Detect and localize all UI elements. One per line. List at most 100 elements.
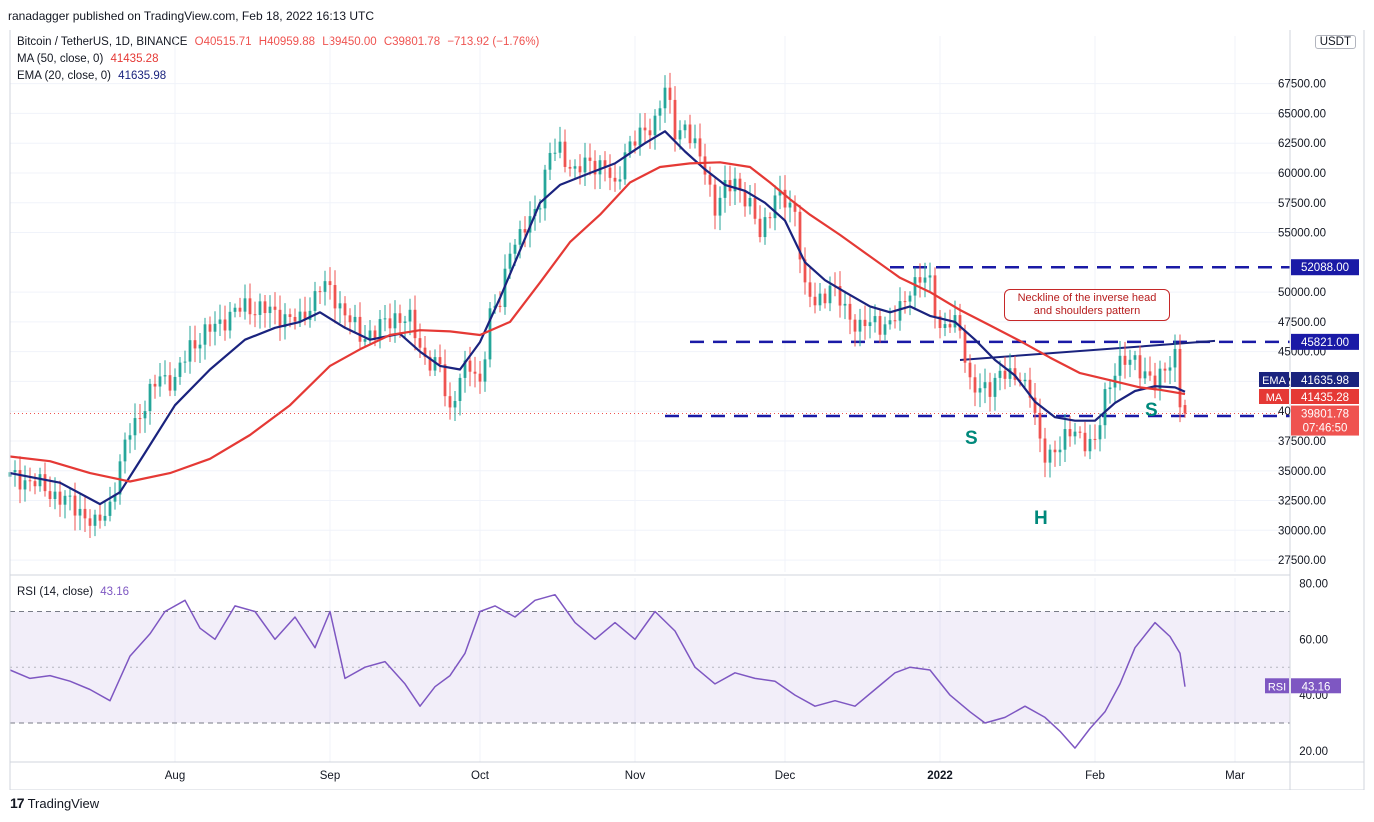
candle-body [208, 324, 212, 332]
ema-label: EMA (20, close, 0) [17, 70, 111, 82]
candle-body [48, 491, 52, 499]
candle-body [773, 195, 777, 219]
price-chart[interactable]: 27500.00 30000.00 32500.00 35000.00 37500.00… [0, 28, 1374, 790]
candle-body [723, 180, 727, 198]
level-tag [1291, 259, 1359, 276]
currency-button[interactable]: USDT [1314, 35, 1356, 49]
candle-body [103, 515, 107, 521]
candle-body [413, 309, 417, 339]
candle-body [963, 330, 967, 363]
candle-body [58, 491, 62, 505]
candle-body [1183, 405, 1187, 414]
candle-body [813, 296, 817, 306]
candle-body [1103, 389, 1107, 426]
candle-body [868, 322, 872, 327]
candle-body [288, 314, 292, 317]
candle-body [188, 340, 192, 362]
candle-body [808, 282, 812, 297]
candle-body [888, 320, 892, 325]
candle-body [863, 319, 867, 327]
ma-price-label: 41435.28 [1301, 392, 1349, 404]
candle-body [708, 174, 712, 185]
rsi-price-label: 43.16 [1302, 681, 1331, 693]
candle-body [63, 495, 67, 505]
candle-body [178, 362, 182, 377]
candle-body [848, 303, 852, 320]
price-tick-label: 32500.00 [1278, 496, 1326, 508]
candle-body [1008, 368, 1012, 379]
last-price-box [1291, 405, 1359, 436]
candle-body [1148, 371, 1152, 376]
candle-body [263, 301, 267, 314]
ema-price-label: 41635.98 [1301, 375, 1349, 387]
ema-price-box [1291, 372, 1359, 387]
candle-body [993, 377, 997, 397]
candle-body [433, 357, 437, 371]
candle-body [693, 138, 697, 144]
candle-body [1118, 355, 1122, 376]
candle-body [563, 141, 567, 167]
rsi-tick-label: 20.00 [1299, 746, 1328, 758]
candle-body [628, 141, 632, 153]
candle-body [768, 217, 772, 219]
price-tick-label: 37500.00 [1278, 436, 1326, 448]
candle-body [483, 359, 487, 382]
candle-body [903, 301, 907, 303]
price-tick-label: 27500.00 [1278, 555, 1326, 567]
candle-body [913, 277, 917, 296]
candle-body [273, 306, 277, 310]
candle-body [873, 316, 877, 323]
price-tick-label: 55000.00 [1278, 228, 1326, 240]
ema-line [9, 130, 1186, 506]
candle-body [618, 179, 622, 182]
candle-body [558, 141, 562, 153]
candle-body [593, 160, 597, 175]
rsi-tag-label: RSI [1268, 681, 1286, 693]
left-shoulder-label: S [965, 428, 978, 449]
price-tick-label: 60000.00 [1278, 168, 1326, 180]
candle-body [648, 130, 652, 136]
candle-body [278, 309, 282, 328]
candle-body [453, 400, 457, 408]
price-tick-label: 47500.00 [1278, 317, 1326, 329]
candle-body [408, 309, 412, 322]
candle-body [568, 166, 572, 169]
ma-legend: MA (50, close, 0) 41435.28 [17, 53, 158, 65]
grid [10, 36, 1290, 762]
candle-body [853, 319, 857, 332]
candle-body [663, 87, 667, 109]
candle-body [713, 184, 717, 216]
candle-body [1138, 355, 1142, 379]
rsi-value: 43.16 [100, 586, 130, 598]
candle-body [543, 169, 547, 209]
rsi-label: RSI (14, close) [17, 586, 94, 598]
candle-body [1063, 429, 1067, 450]
candle-body [173, 376, 177, 391]
candle-body [253, 314, 257, 316]
candle-body [643, 127, 647, 131]
candle-body [368, 330, 372, 340]
candle-body [1093, 438, 1097, 440]
candle-body [658, 108, 662, 116]
candle-body [193, 340, 197, 349]
candle-body [1163, 368, 1167, 371]
candle-body [223, 319, 227, 331]
last-price-label: 39801.78 [1301, 409, 1349, 421]
time-tick-label: Feb [1085, 770, 1105, 782]
ema-tag-label: EMA [1262, 375, 1287, 387]
candle-body [758, 218, 762, 238]
candle-body [13, 470, 17, 473]
ma-tag-label: MA [1266, 392, 1283, 404]
candle-body [1088, 438, 1092, 452]
candle-body [688, 124, 692, 144]
candle-body [98, 514, 102, 521]
candle-body [683, 124, 687, 131]
candle-body [843, 303, 847, 306]
candle-body [1143, 371, 1147, 379]
candle-body [1038, 412, 1042, 439]
candle-body [918, 277, 922, 283]
candle-body [358, 316, 362, 342]
candle-body [468, 360, 472, 372]
candle-body [423, 347, 427, 357]
candle-body [893, 320, 897, 322]
